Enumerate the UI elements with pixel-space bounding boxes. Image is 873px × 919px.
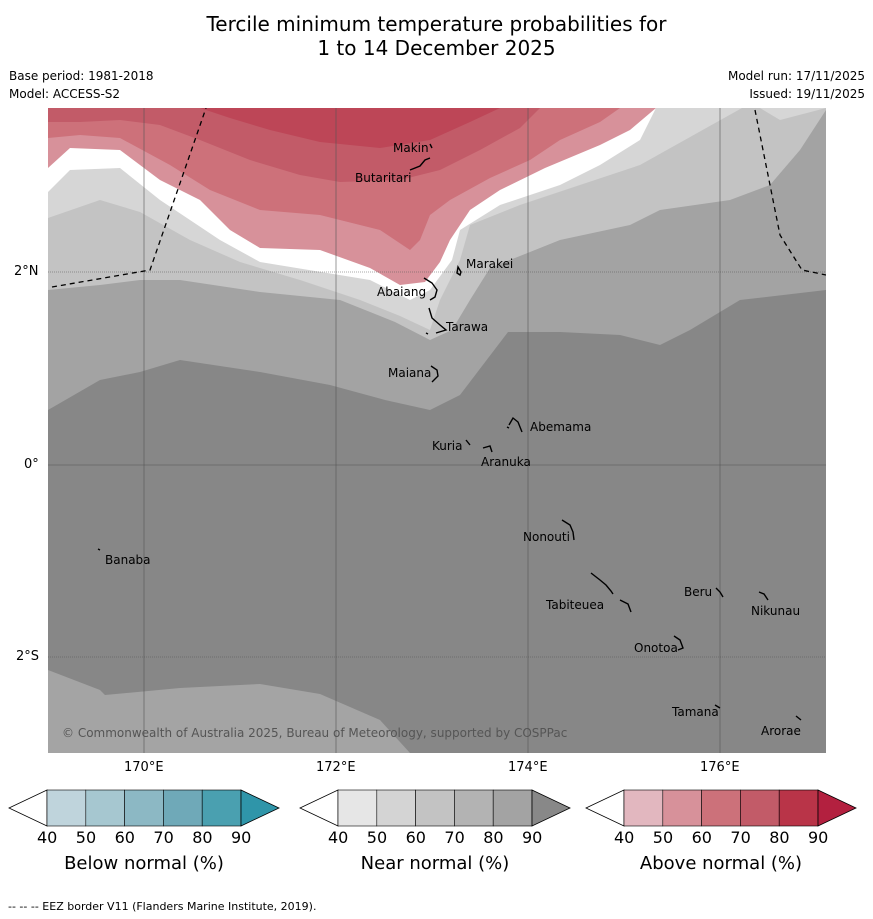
above-normal-tick-80: 80	[769, 828, 790, 847]
near-normal-tick-40: 40	[328, 828, 349, 847]
place-label-beru: Beru	[684, 585, 713, 599]
above-normal-tick-90: 90	[808, 828, 829, 847]
lon-label-174e: 174°E	[508, 760, 548, 775]
lat-label-2n: 2°N	[14, 264, 39, 279]
below-normal-low-extend	[8, 789, 48, 827]
below-normal-tick-60: 60	[114, 828, 135, 847]
near-normal-swatch-40	[337, 789, 378, 827]
near-normal-swatch-70	[454, 789, 494, 827]
below-normal-tick-90: 90	[231, 828, 252, 847]
place-label-tabiteuea: Tabiteuea	[546, 598, 605, 612]
above-normal-high-extend	[817, 789, 857, 827]
place-label-aranuka: Aranuka	[481, 455, 531, 469]
copyright-notice: © Commonwealth of Australia 2025, Bureau…	[62, 726, 568, 740]
above-normal-swatch-70	[740, 789, 780, 827]
eez-border	[51, 108, 826, 288]
near-normal-tick-70: 70	[444, 828, 465, 847]
place-label-kuria: Kuria	[432, 439, 463, 453]
lat-label-2s: 2°S	[16, 649, 40, 664]
lon-label-170e: 170°E	[124, 760, 164, 775]
below-normal-high-extend	[240, 789, 280, 827]
below-normal-tick-70: 70	[153, 828, 174, 847]
place-label-marakei: Marakei	[466, 257, 514, 271]
lon-label-172e: 172°E	[316, 760, 356, 775]
lat-label-0: 0°	[24, 457, 39, 472]
above-normal-swatch-40	[623, 789, 664, 827]
near-normal-tick-90: 90	[522, 828, 543, 847]
place-label-maiana: Maiana	[388, 366, 432, 380]
above-normal-colorbar-title: Above normal (%)	[639, 853, 803, 874]
eez-border-legend: -- -- -- EEZ border V11 (Flanders Marine…	[8, 900, 317, 913]
place-label-abaiang: Abaiang	[377, 285, 427, 299]
title-line-2: 1 to 14 December 2025	[317, 36, 556, 60]
near-normal-swatch-50	[376, 789, 416, 827]
below-normal-swatch-40	[46, 789, 87, 827]
above-normal-tick-40: 40	[614, 828, 635, 847]
title-line-1: Tercile minimum temperature probabilitie…	[206, 12, 667, 36]
near-normal-swatch-80	[492, 789, 533, 827]
below-normal-colorbar-title: Below normal (%)	[64, 853, 224, 874]
island-outlines	[97, 143, 802, 721]
above-normal-tick-50: 50	[652, 828, 674, 847]
place-label-tarawa: Tarawa	[446, 320, 489, 334]
map-title: Tercile minimum temperature probabilitie…	[0, 12, 873, 60]
place-label-abemama: Abemama	[530, 420, 592, 434]
grid-lines	[48, 108, 826, 753]
near-normal-tick-60: 60	[405, 828, 426, 847]
near-normal-tick-80: 80	[483, 828, 504, 847]
above-normal-70-region	[200, 108, 500, 148]
below-normal-swatch-50	[85, 789, 125, 827]
place-label-tamana: Tamana	[672, 705, 719, 719]
place-label-banaba: Banaba	[105, 553, 151, 567]
below-normal-tick-50: 50	[75, 828, 97, 847]
below-normal-tick-80: 80	[192, 828, 213, 847]
above-normal-tick-60: 60	[691, 828, 712, 847]
near-normal-colorbar-title: Near normal (%)	[360, 853, 510, 874]
model-run: Model run: 17/11/2025	[727, 69, 865, 83]
below-normal-swatch-70	[163, 789, 203, 827]
above-normal-swatch-80	[778, 789, 819, 827]
near-normal-tick-50: 50	[366, 828, 388, 847]
above-normal-tick-70: 70	[730, 828, 751, 847]
model-name: Model: ACCESS-S2	[9, 87, 121, 101]
place-label-nikunau: Nikunau	[751, 604, 801, 618]
place-label-butaritari: Butaritari	[355, 171, 412, 185]
below-normal-swatch-80	[201, 789, 242, 827]
above-normal-swatch-60	[701, 789, 741, 827]
above-normal-low-extend	[585, 789, 625, 827]
above-normal-swatch-50	[662, 789, 702, 827]
near-normal-low-extend	[299, 789, 339, 827]
place-label-nonouti: Nonouti	[523, 530, 570, 544]
place-label-arorae: Arorae	[761, 724, 801, 738]
place-label-onotoa: Onotoa	[634, 641, 678, 655]
lon-label-176e: 176°E	[700, 760, 740, 775]
near-normal-high-extend	[531, 789, 571, 827]
near-normal-swatch-60	[415, 789, 455, 827]
below-normal-swatch-60	[124, 789, 164, 827]
base-period: Base period: 1981-2018	[9, 69, 154, 83]
near-normal-60-region-south	[48, 670, 410, 753]
map-area	[48, 108, 826, 753]
place-label-makin: Makin	[393, 141, 429, 155]
below-normal-tick-40: 40	[37, 828, 58, 847]
issued-date: Issued: 19/11/2025	[749, 87, 865, 101]
